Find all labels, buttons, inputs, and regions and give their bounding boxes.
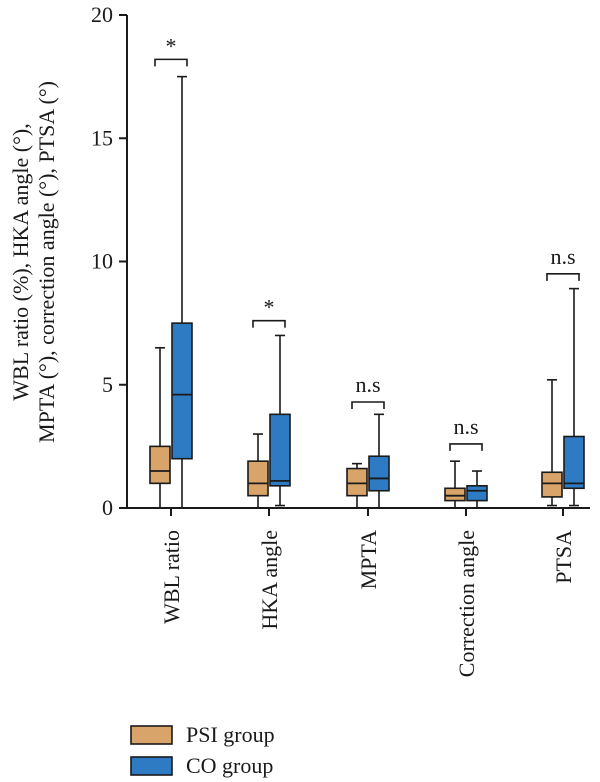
y-tick-label: 10	[91, 249, 113, 274]
significance-label: n.s	[453, 414, 478, 439]
iqr-box	[563, 435, 585, 490]
box-psi-group	[247, 433, 269, 509]
significance-bracket: n.s	[351, 372, 385, 410]
legend-swatch	[130, 756, 173, 776]
box-psi-group	[541, 379, 563, 507]
y-axis-label-line-1: WBL ratio (%), HKA angle (°),	[8, 123, 33, 400]
x-category-label: PTSA	[551, 530, 576, 584]
significance-label: *	[264, 295, 275, 320]
box-co-group	[269, 334, 291, 507]
x-category-label: MPTA	[356, 530, 381, 589]
y-tick-label: 0	[102, 495, 113, 520]
iqr-box	[269, 413, 291, 487]
box-co-group	[563, 287, 585, 507]
box-psi-group	[149, 346, 171, 509]
box-psi-group	[346, 462, 368, 509]
iqr-box	[541, 471, 563, 498]
y-tick-label: 20	[91, 2, 113, 27]
bracket-line	[546, 273, 580, 281]
iqr-box	[247, 460, 269, 497]
significance-label: n.s	[355, 372, 380, 397]
x-category-label: HKA angle	[257, 530, 282, 630]
x-category-labels: WBL ratio HKA angle MPTA Correction angle PT…	[159, 530, 576, 677]
y-axis-label: WBL ratio (%), HKA angle (°), MPTA (°), …	[8, 81, 59, 443]
iqr-box	[149, 445, 171, 485]
x-category-label: WBL ratio	[159, 530, 184, 624]
iqr-box	[368, 455, 390, 492]
y-ticks: 0 5 10 15 20	[91, 2, 127, 520]
iqr-box	[346, 467, 368, 497]
legend: PSI group CO group	[130, 722, 275, 778]
bracket-line	[449, 443, 483, 451]
box-co-group	[466, 470, 488, 509]
significance-label: n.s	[550, 244, 575, 269]
box-co-group	[368, 413, 390, 509]
significance-bracket: n.s	[546, 244, 580, 281]
y-axis-label-line-2: MPTA (°), correction angle (°), PTSA (°)	[34, 81, 59, 443]
significance-bracket: *	[252, 295, 286, 328]
bracket-line	[351, 401, 385, 410]
legend-label: CO group	[186, 753, 273, 778]
legend-label: PSI group	[186, 722, 275, 747]
y-tick-label: 5	[102, 372, 113, 397]
iqr-box	[466, 485, 488, 502]
significance-label: *	[166, 33, 177, 58]
bracket-line	[154, 58, 188, 67]
significance-bracket: n.s	[449, 414, 483, 451]
x-category-label: Correction angle	[454, 530, 479, 677]
y-tick-label: 15	[91, 125, 113, 150]
iqr-box	[171, 322, 193, 460]
axes	[126, 15, 590, 516]
boxes	[149, 75, 585, 509]
significance-markers: * * n.s n.s n.s	[154, 33, 580, 451]
box-psi-group	[444, 460, 466, 509]
iqr-box	[444, 487, 466, 502]
significance-bracket: *	[154, 33, 188, 67]
bracket-line	[252, 319, 286, 328]
box-co-group	[171, 75, 193, 509]
legend-swatch	[130, 725, 173, 745]
